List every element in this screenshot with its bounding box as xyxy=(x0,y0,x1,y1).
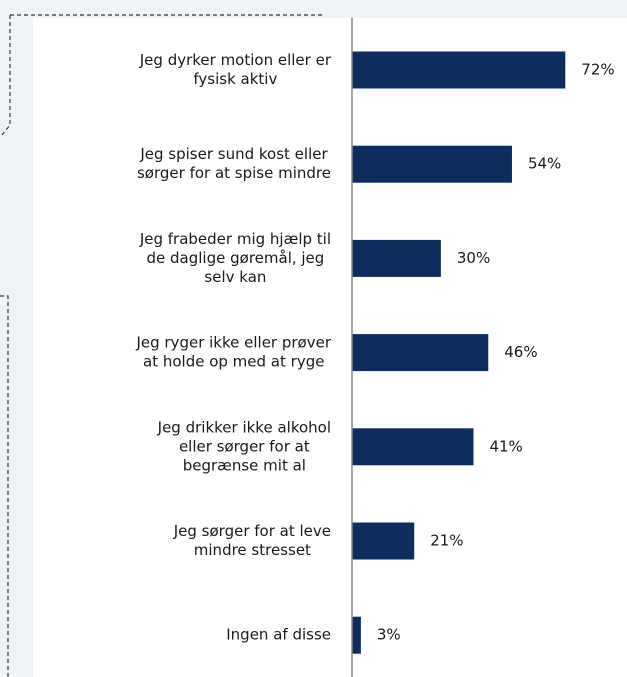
value-label: 21% xyxy=(430,532,463,550)
category-label: Jeg dyrker motion eller er xyxy=(139,51,332,69)
chart-area xyxy=(33,18,627,677)
category-label: Ingen af disse xyxy=(226,626,331,644)
category-label: Jeg spiser sund kost eller xyxy=(139,145,328,163)
category-label: Jeg sørger for at leve xyxy=(173,522,331,540)
value-label: 72% xyxy=(581,61,614,79)
category-label: mindre stresset xyxy=(194,541,311,559)
bar xyxy=(352,145,512,183)
category-label: fysisk aktiv xyxy=(193,70,277,88)
bar xyxy=(352,522,415,560)
category-label: at holde op med at ryge xyxy=(143,353,324,371)
category-label: de daglige gøremål, jeg xyxy=(147,249,325,267)
bar xyxy=(352,428,474,466)
dashed-border xyxy=(1,14,325,136)
category-label: sørger for at spise mindre xyxy=(137,164,331,182)
category-label: Jeg frabeder mig hjælp til xyxy=(139,230,331,248)
value-label: 46% xyxy=(504,343,537,361)
bar xyxy=(352,616,361,654)
value-label: 3% xyxy=(377,626,401,644)
category-label: selv kan xyxy=(204,268,266,286)
value-label: 41% xyxy=(489,437,522,455)
bar xyxy=(352,239,441,277)
value-label: 30% xyxy=(457,249,490,267)
bar xyxy=(352,334,489,372)
category-label: Jeg drikker ikke alkohol xyxy=(157,418,331,436)
dashed-border xyxy=(0,295,9,677)
bar xyxy=(352,51,566,89)
category-label: begrænse mit al xyxy=(183,456,306,474)
category-label: Jeg ryger ikke eller prøver xyxy=(135,334,331,352)
value-label: 54% xyxy=(528,155,561,173)
category-label: eller sørger for at xyxy=(179,437,310,455)
